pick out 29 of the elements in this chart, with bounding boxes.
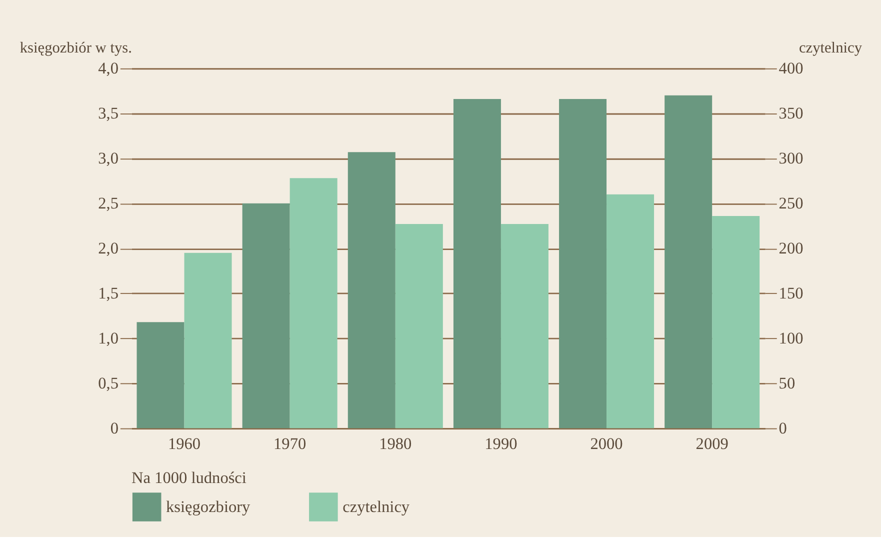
y-tick-label: 2,0 xyxy=(98,238,119,258)
legend-label: księgozbiory xyxy=(166,496,252,516)
y-tick-label: 2,5 xyxy=(98,194,119,213)
x-tick-label: 1970 xyxy=(274,434,306,453)
y2-tick-label: 100 xyxy=(778,328,804,348)
y-tick-label: 4,0 xyxy=(98,58,119,78)
x-tick-label: 2009 xyxy=(696,434,728,453)
y2-tick-label: 0 xyxy=(778,418,787,438)
y-tick-label: 0 xyxy=(110,418,119,438)
y-tick-label: 3,5 xyxy=(98,104,119,123)
x-tick-label: 1990 xyxy=(484,434,518,453)
x-tick-label: 1980 xyxy=(379,434,412,453)
legend-title: Na 1000 ludności xyxy=(131,468,247,487)
y2-tick-label: 250 xyxy=(778,194,804,213)
y2-tick-label: 50 xyxy=(778,374,796,393)
y-tick-label: 3,0 xyxy=(98,148,119,168)
legend-label: czytelnicy xyxy=(342,496,410,516)
y2-tick-label: 400 xyxy=(778,58,804,78)
y-tick-label: 0,5 xyxy=(98,374,119,393)
y2-tick-label: 200 xyxy=(778,238,804,258)
y-tick-label: 1,0 xyxy=(98,328,119,348)
y2-tick-label: 350 xyxy=(778,104,804,123)
y-axis-title: księgozbiór w tys. xyxy=(20,40,132,57)
y-tick-label: 1,5 xyxy=(98,284,119,303)
y2-tick-label: 150 xyxy=(778,284,804,303)
x-tick-label: 1960 xyxy=(168,434,201,453)
y2-axis-title: czytelnicy xyxy=(798,40,862,57)
y2-tick-label: 300 xyxy=(778,148,804,168)
x-tick-label: 2000 xyxy=(590,434,623,453)
